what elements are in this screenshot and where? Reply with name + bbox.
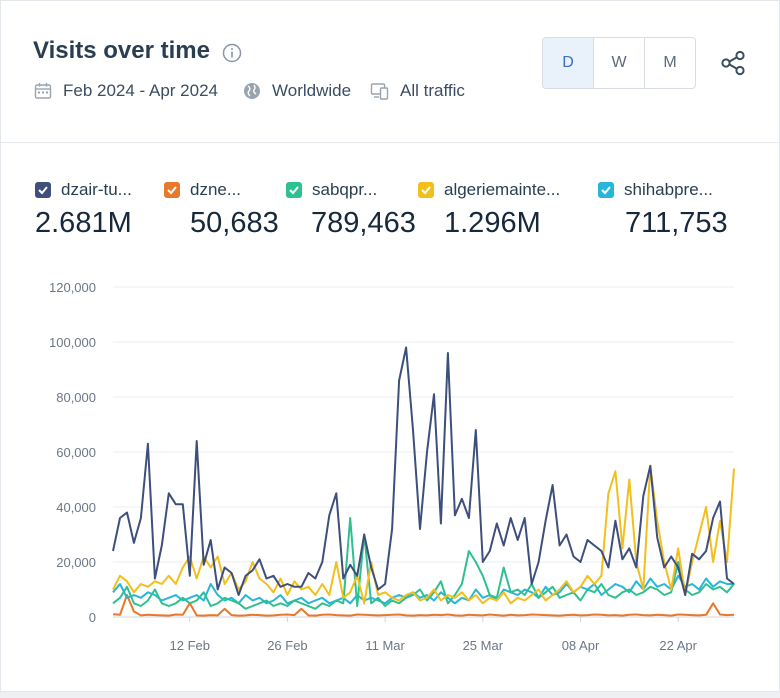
legend-item-dzair[interactable]: dzair-tu... 2.681M [35, 179, 132, 240]
legend-item-shihabpre[interactable]: shihabpre... 711,753 [598, 179, 728, 240]
granularity-toggle: D W M [542, 37, 696, 89]
y-tick-label: 120,000 [49, 280, 96, 295]
legend-item-algeriemainte[interactable]: algeriemainte... 1.296M [418, 179, 560, 240]
x-tick-label: 22 Apr [659, 638, 697, 653]
legend-label: dzair-tu... [61, 180, 132, 199]
legend-value: 2.681M [35, 207, 132, 239]
x-tick-label: 08 Apr [562, 638, 600, 653]
legend-value: 1.296M [444, 207, 541, 239]
date-range-label: Feb 2024 - Apr 2024 [63, 81, 219, 100]
checkbox-icon[interactable] [164, 182, 180, 198]
calendar-icon [34, 83, 52, 99]
legend-value: 789,463 [311, 207, 416, 239]
card-title: Visits over time [33, 37, 210, 64]
date-range[interactable]: Feb 2024 - Apr 2024 [33, 79, 218, 103]
legend-label: dzne... [190, 180, 242, 199]
x-tick-label: 12 Feb [170, 638, 210, 653]
granularity-week-button[interactable]: W [593, 38, 644, 88]
series-line-2[interactable] [112, 517, 735, 610]
visits-line-chart: 0 20,000 40,000 60,000 80,000 100,000 120,000 1… [49, 280, 735, 653]
checkbox-icon[interactable] [35, 182, 51, 198]
legend-label: sabqpr... [312, 180, 378, 199]
card-header: Visits over time Feb 2024 - Apr 2024 Wor… [1, 1, 780, 143]
legend-item-dzne[interactable]: dzne... 50,683 [164, 179, 279, 240]
granularity-month-button[interactable]: M [644, 38, 695, 88]
checkbox-icon[interactable] [418, 182, 434, 198]
legend-item-sabqpr[interactable]: sabqpr... 789,463 [286, 179, 416, 240]
x-tick-label: 26 Feb [267, 638, 307, 653]
legend-label: algeriemainte... [444, 180, 561, 199]
y-tick-label: 80,000 [56, 390, 96, 405]
devices-icon [370, 83, 389, 100]
y-tick-label: 0 [89, 610, 96, 625]
series-line-1[interactable] [112, 594, 735, 617]
x-tick-label: 11 Mar [365, 638, 405, 653]
y-tick-label: 60,000 [56, 445, 96, 460]
legend-value: 711,753 [625, 207, 728, 239]
checkbox-icon[interactable] [286, 182, 302, 198]
globe-icon [244, 83, 260, 99]
region-filter[interactable]: Worldwide [242, 79, 351, 103]
traffic-label: All traffic [400, 81, 465, 100]
share-icon[interactable] [718, 48, 748, 78]
series-line-0[interactable] [112, 346, 735, 596]
legend-label: shihabpre... [624, 180, 713, 199]
x-tick-label: 25 Mar [463, 638, 504, 653]
legend-value: 50,683 [190, 207, 279, 239]
y-tick-label: 20,000 [56, 555, 96, 570]
granularity-day-button[interactable]: D [543, 38, 593, 88]
checkbox-icon[interactable] [598, 182, 614, 198]
y-tick-label: 40,000 [56, 500, 96, 515]
y-tick-label: 100,000 [49, 335, 96, 350]
series-line-3[interactable] [112, 464, 735, 605]
region-label: Worldwide [272, 81, 352, 100]
info-icon[interactable] [222, 43, 242, 63]
traffic-filter[interactable]: All traffic [370, 79, 465, 103]
